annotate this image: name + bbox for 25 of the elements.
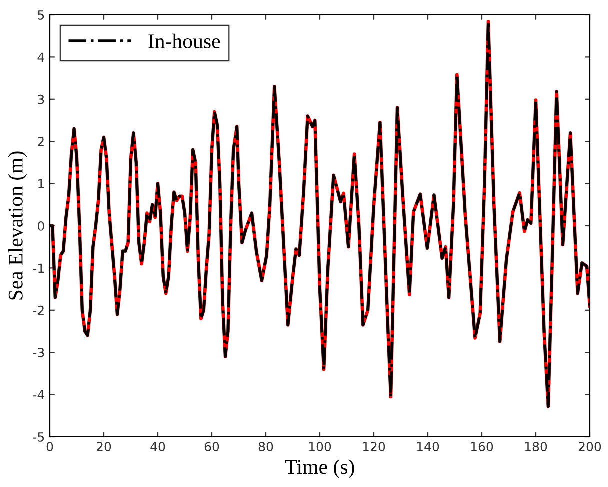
y-tick-label: -5: [33, 432, 44, 442]
x-axis-title: Time (s): [285, 460, 354, 478]
x-tick-label: 60: [204, 442, 220, 452]
y-tick-label: -4: [33, 390, 44, 400]
x-tick-label: 160: [471, 442, 494, 452]
y-tick-label: 1: [38, 179, 44, 189]
x-tick-label: 80: [258, 442, 274, 452]
y-axis-title: Sea Elevation (m): [8, 152, 28, 300]
legend-label: In-house: [148, 34, 220, 49]
x-tick-label: 0: [46, 442, 54, 452]
y-tick-label: -1: [33, 264, 44, 273]
x-tick-label: 20: [96, 442, 112, 452]
y-tick-label: 3: [38, 94, 44, 104]
x-tick-label: 40: [150, 442, 166, 452]
y-tick-label: -2: [33, 306, 44, 316]
x-tick-label: 180: [525, 442, 548, 452]
y-tick-label: 4: [38, 52, 44, 62]
y-tick-label: 0: [38, 221, 44, 231]
x-tick-label: 140: [417, 442, 440, 452]
y-tick-label: 2: [38, 137, 44, 146]
y-tick-label: 5: [38, 10, 44, 20]
x-tick-label: 120: [363, 442, 386, 452]
y-tick-label: -3: [33, 348, 44, 358]
x-tick-label: 200: [578, 442, 602, 452]
x-tick-label: 100: [309, 442, 332, 452]
